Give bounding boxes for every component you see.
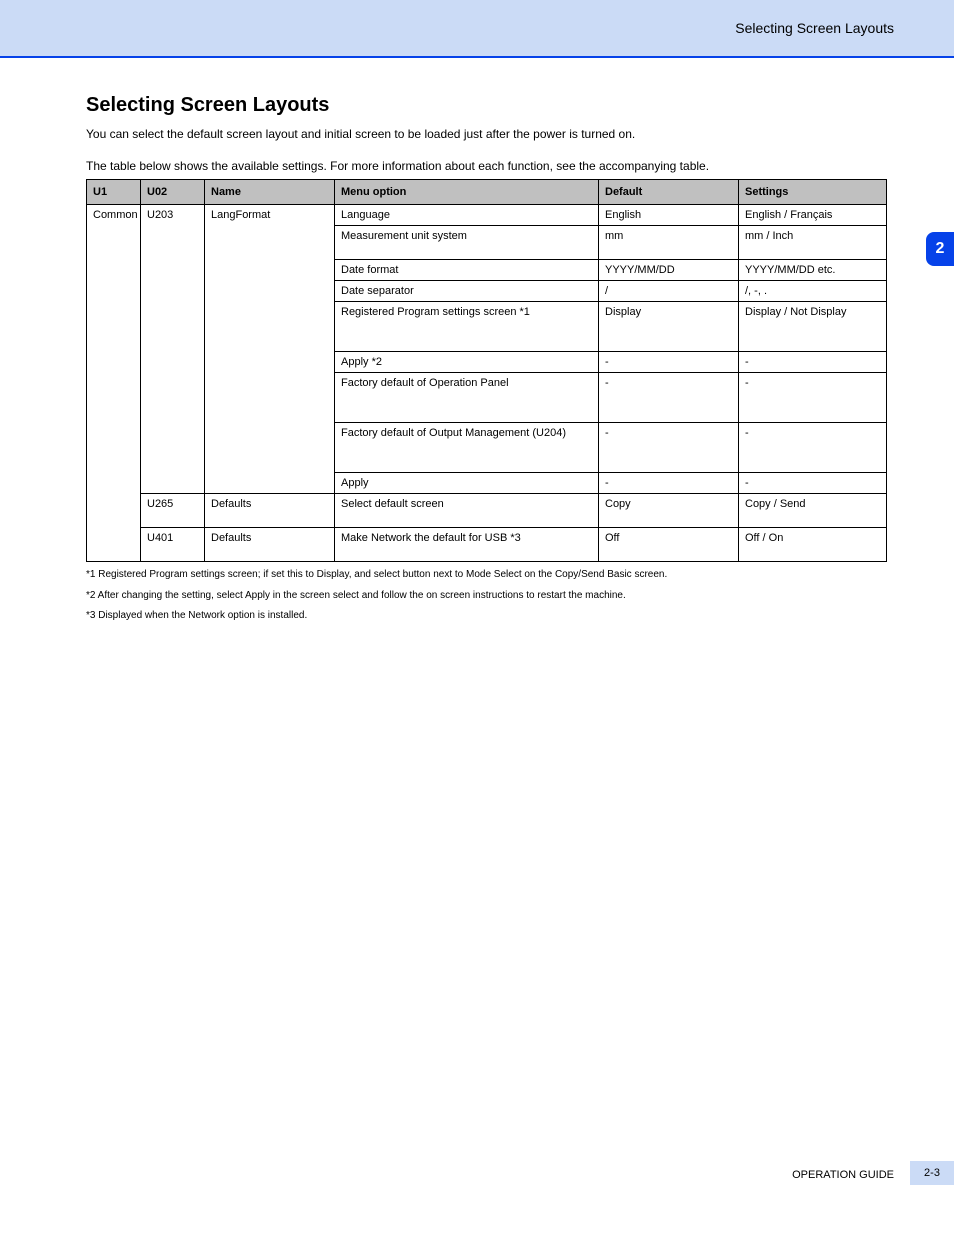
cell: - [599,352,739,373]
cell: LangFormat [205,205,335,494]
cell: English [599,205,739,226]
cell: Factory default of Output Management (U2… [335,423,599,473]
cell: U203 [141,205,205,494]
cell: - [739,373,887,423]
cell: Defaults [205,528,335,562]
cell: - [599,373,739,423]
col-settings: Settings [739,180,887,205]
col-name: Name [205,180,335,205]
cell: Common [87,205,141,562]
table-row: U265 Defaults Select default screen Copy… [87,494,887,528]
table-row: U401 Defaults Make Network the default f… [87,528,887,562]
cell: Make Network the default for USB *3 [335,528,599,562]
col-u1: U1 [87,180,141,205]
cell: Language [335,205,599,226]
cell: Copy [599,494,739,528]
cell: Display [599,302,739,352]
page-number: 2-3 [910,1161,954,1185]
table-header-row: U1 U02 Name Menu option Default Settings [87,180,887,205]
cell: Off [599,528,739,562]
cell: Date separator [335,281,599,302]
main-content: Selecting Screen Layouts You can select … [0,58,954,624]
cell: Display / Not Display [739,302,887,352]
footer-title: OPERATION GUIDE [792,1169,894,1181]
cell: Measurement unit system [335,226,599,260]
cell: - [739,423,887,473]
cell: YYYY/MM/DD [599,260,739,281]
cell: Apply *2 [335,352,599,373]
cell: U265 [141,494,205,528]
table-caption: The table below shows the available sett… [86,159,884,173]
cell: Copy / Send [739,494,887,528]
intro-paragraph: You can select the default screen layout… [86,125,884,143]
cell: mm [599,226,739,260]
cell: Apply [335,473,599,494]
footnote-1: *1 Registered Program settings screen; i… [86,568,884,583]
cell: mm / Inch [739,226,887,260]
cell: / [599,281,739,302]
col-menu: Menu option [335,180,599,205]
cell: U401 [141,528,205,562]
header-banner: Selecting Screen Layouts [0,0,954,58]
header-title: Selecting Screen Layouts [0,0,954,36]
section-tab: 2 [926,232,954,266]
footnote-2: *2 After changing the setting, select Ap… [86,589,884,604]
cell: Off / On [739,528,887,562]
cell: - [739,473,887,494]
cell: Select default screen [335,494,599,528]
cell: - [599,473,739,494]
cell: Registered Program settings screen *1 [335,302,599,352]
cell: - [739,352,887,373]
table-row: Common U203 LangFormat Language English … [87,205,887,226]
cell: YYYY/MM/DD etc. [739,260,887,281]
page-title: Selecting Screen Layouts [86,94,884,117]
cell: - [599,423,739,473]
cell: English / Français [739,205,887,226]
settings-table: U1 U02 Name Menu option Default Settings… [86,179,887,562]
cell: Date format [335,260,599,281]
footnote-3: *3 Displayed when the Network option is … [86,609,884,624]
col-u02: U02 [141,180,205,205]
cell: /, -, . [739,281,887,302]
cell: Factory default of Operation Panel [335,373,599,423]
col-default: Default [599,180,739,205]
cell: Defaults [205,494,335,528]
